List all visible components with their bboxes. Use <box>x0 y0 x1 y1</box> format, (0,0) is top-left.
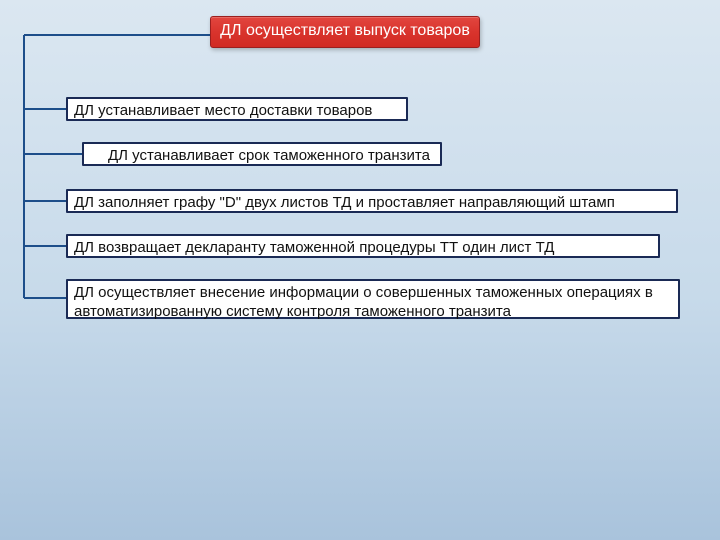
step-1-box: ДЛ устанавливает место доставки товаров <box>66 97 408 121</box>
step-3-text: ДЛ заполняет графу "D" двух листов ТД и … <box>74 194 684 213</box>
step-4-box: ДЛ возвращает декларанту таможенной проц… <box>66 234 660 258</box>
connector-lines <box>0 0 720 540</box>
step-5-box: ДЛ осуществляет внесение информации о со… <box>66 279 680 319</box>
step-2-box: ДЛ устанавливает срок таможенного транзи… <box>82 142 442 166</box>
step-4-text: ДЛ возвращает декларанту таможенной проц… <box>74 239 666 258</box>
step-1-text: ДЛ устанавливает место доставки товаров <box>74 102 414 121</box>
step-5-text: ДЛ осуществляет внесение информации о со… <box>74 284 686 322</box>
header-box: ДЛ осуществляет выпуск товаров <box>210 16 480 48</box>
step-2-text: ДЛ устанавливает срок таможенного транзи… <box>90 147 448 166</box>
diagram-canvas: ДЛ осуществляет выпуск товаров ДЛ устана… <box>0 0 720 540</box>
step-3-box: ДЛ заполняет графу "D" двух листов ТД и … <box>66 189 678 213</box>
header-text: ДЛ осуществляет выпуск товаров <box>217 21 473 41</box>
